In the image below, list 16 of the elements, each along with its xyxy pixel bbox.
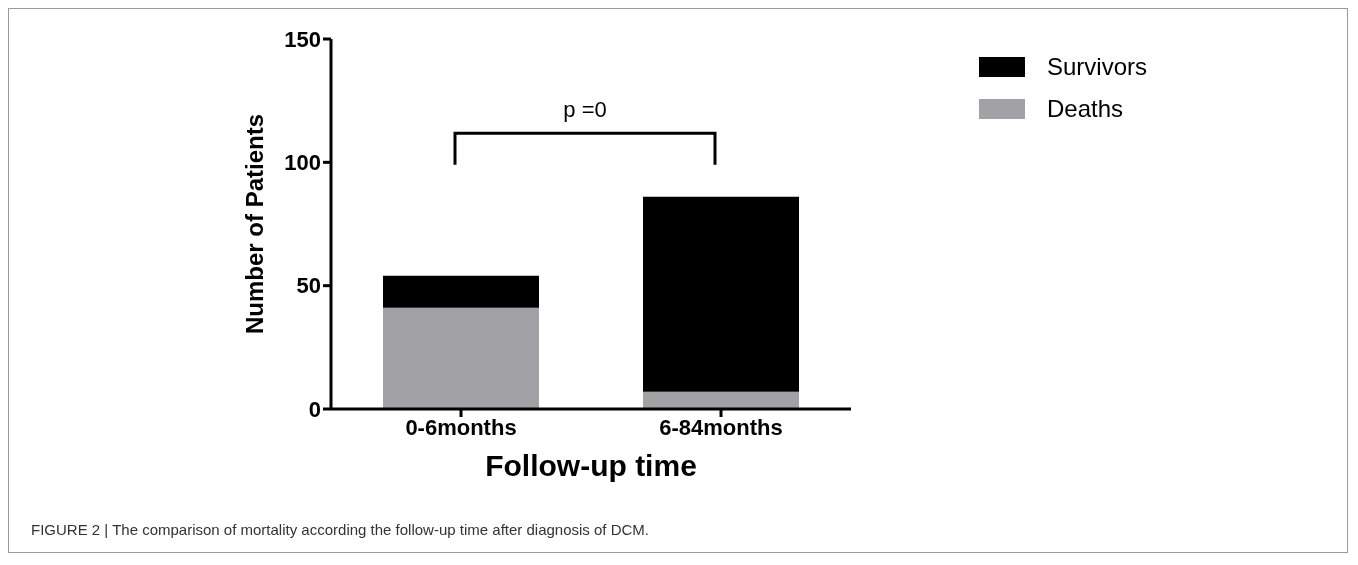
x-tick-label: 6-84months [659, 414, 783, 440]
bar [643, 196, 799, 392]
legend-label: Deaths [1046, 95, 1124, 123]
caption: FIGURE 2 | The comparison of mortality according the follow-up time after diagnosis of DCM. [31, 521, 650, 538]
x-axis-title: Follow-up time [484, 449, 698, 483]
y-axis-title: Number of Patients [240, 113, 268, 335]
y-tick-label: 100 [284, 150, 321, 176]
legend-label: Survivors [1046, 53, 1147, 81]
bar [383, 275, 539, 308]
y-tick-label: 0 [308, 396, 321, 422]
y-tick-label: 150 [284, 26, 321, 52]
bar [643, 391, 799, 409]
bar [383, 307, 539, 409]
annotation: p =0 [563, 96, 607, 122]
x-tick-label: 0-6months [405, 414, 517, 440]
y-tick-label: 50 [296, 273, 321, 299]
